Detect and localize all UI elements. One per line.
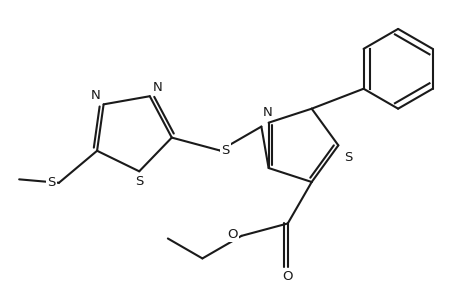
Text: S: S (47, 176, 56, 189)
Text: S: S (343, 151, 351, 164)
Text: N: N (153, 81, 162, 94)
Text: N: N (90, 89, 100, 102)
Text: O: O (227, 228, 238, 241)
Text: S: S (135, 175, 143, 188)
Text: O: O (282, 270, 292, 283)
Text: S: S (221, 144, 229, 157)
Text: N: N (262, 106, 272, 119)
